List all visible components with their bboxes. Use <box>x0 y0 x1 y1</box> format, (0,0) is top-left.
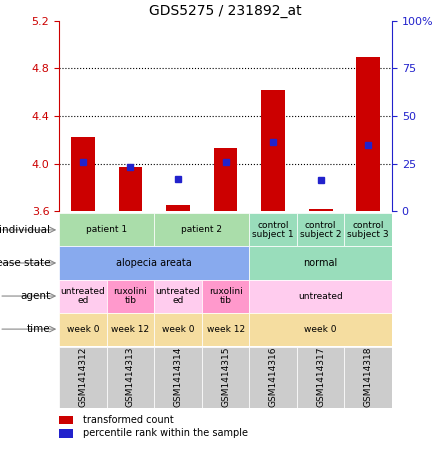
Bar <box>154 347 202 408</box>
Text: GSM1414316: GSM1414316 <box>268 347 278 407</box>
Bar <box>344 347 392 408</box>
Text: GSM1414312: GSM1414312 <box>78 347 88 407</box>
Bar <box>59 429 74 438</box>
Text: week 0: week 0 <box>67 325 99 333</box>
Bar <box>202 280 249 313</box>
Text: transformed count: transformed count <box>83 415 173 425</box>
Bar <box>202 347 249 408</box>
Bar <box>107 347 154 408</box>
Bar <box>154 213 249 246</box>
Bar <box>309 209 332 211</box>
Text: agent: agent <box>20 291 50 301</box>
Text: GSM1414318: GSM1414318 <box>364 347 373 407</box>
Bar <box>357 57 380 211</box>
Bar <box>249 347 297 408</box>
Text: control
subject 3: control subject 3 <box>347 221 389 239</box>
Text: patient 1: patient 1 <box>86 226 127 234</box>
Bar <box>214 148 237 211</box>
Text: disease state: disease state <box>0 258 50 268</box>
Bar <box>261 90 285 211</box>
Text: GSM1414313: GSM1414313 <box>126 347 135 407</box>
Bar <box>71 137 95 211</box>
Bar <box>249 313 392 346</box>
Bar <box>249 280 392 313</box>
Text: week 12: week 12 <box>111 325 149 333</box>
Bar <box>249 246 392 280</box>
Text: GSM1414314: GSM1414314 <box>173 347 183 407</box>
Bar <box>202 313 249 346</box>
Text: week 0: week 0 <box>304 325 337 333</box>
Text: time: time <box>27 324 50 334</box>
Bar <box>59 280 107 313</box>
Bar <box>59 347 107 408</box>
Bar <box>344 213 392 246</box>
Bar <box>107 313 154 346</box>
Bar <box>249 213 297 246</box>
Text: ruxolini
tib: ruxolini tib <box>113 287 147 305</box>
Text: control
subject 2: control subject 2 <box>300 221 342 239</box>
Text: week 12: week 12 <box>206 325 245 333</box>
Text: GSM1414315: GSM1414315 <box>221 347 230 407</box>
Bar <box>297 213 344 246</box>
Text: patient 2: patient 2 <box>181 226 223 234</box>
Bar <box>107 280 154 313</box>
Text: untreated: untreated <box>298 292 343 300</box>
Bar <box>154 280 202 313</box>
Text: normal: normal <box>304 258 338 268</box>
Bar <box>59 415 74 424</box>
Bar <box>59 213 154 246</box>
Text: individual: individual <box>0 225 50 235</box>
Bar <box>154 313 202 346</box>
Text: alopecia areata: alopecia areata <box>117 258 192 268</box>
Text: percentile rank within the sample: percentile rank within the sample <box>83 429 248 439</box>
Text: week 0: week 0 <box>162 325 194 333</box>
Text: ruxolini
tib: ruxolini tib <box>208 287 243 305</box>
Bar <box>59 313 107 346</box>
Bar <box>119 167 142 211</box>
Bar <box>166 205 190 211</box>
Bar <box>297 347 344 408</box>
Text: control
subject 1: control subject 1 <box>252 221 294 239</box>
Text: untreated
ed: untreated ed <box>155 287 201 305</box>
Text: GSM1414317: GSM1414317 <box>316 347 325 407</box>
Title: GDS5275 / 231892_at: GDS5275 / 231892_at <box>149 5 302 19</box>
Bar <box>59 246 249 280</box>
Text: untreated
ed: untreated ed <box>60 287 105 305</box>
